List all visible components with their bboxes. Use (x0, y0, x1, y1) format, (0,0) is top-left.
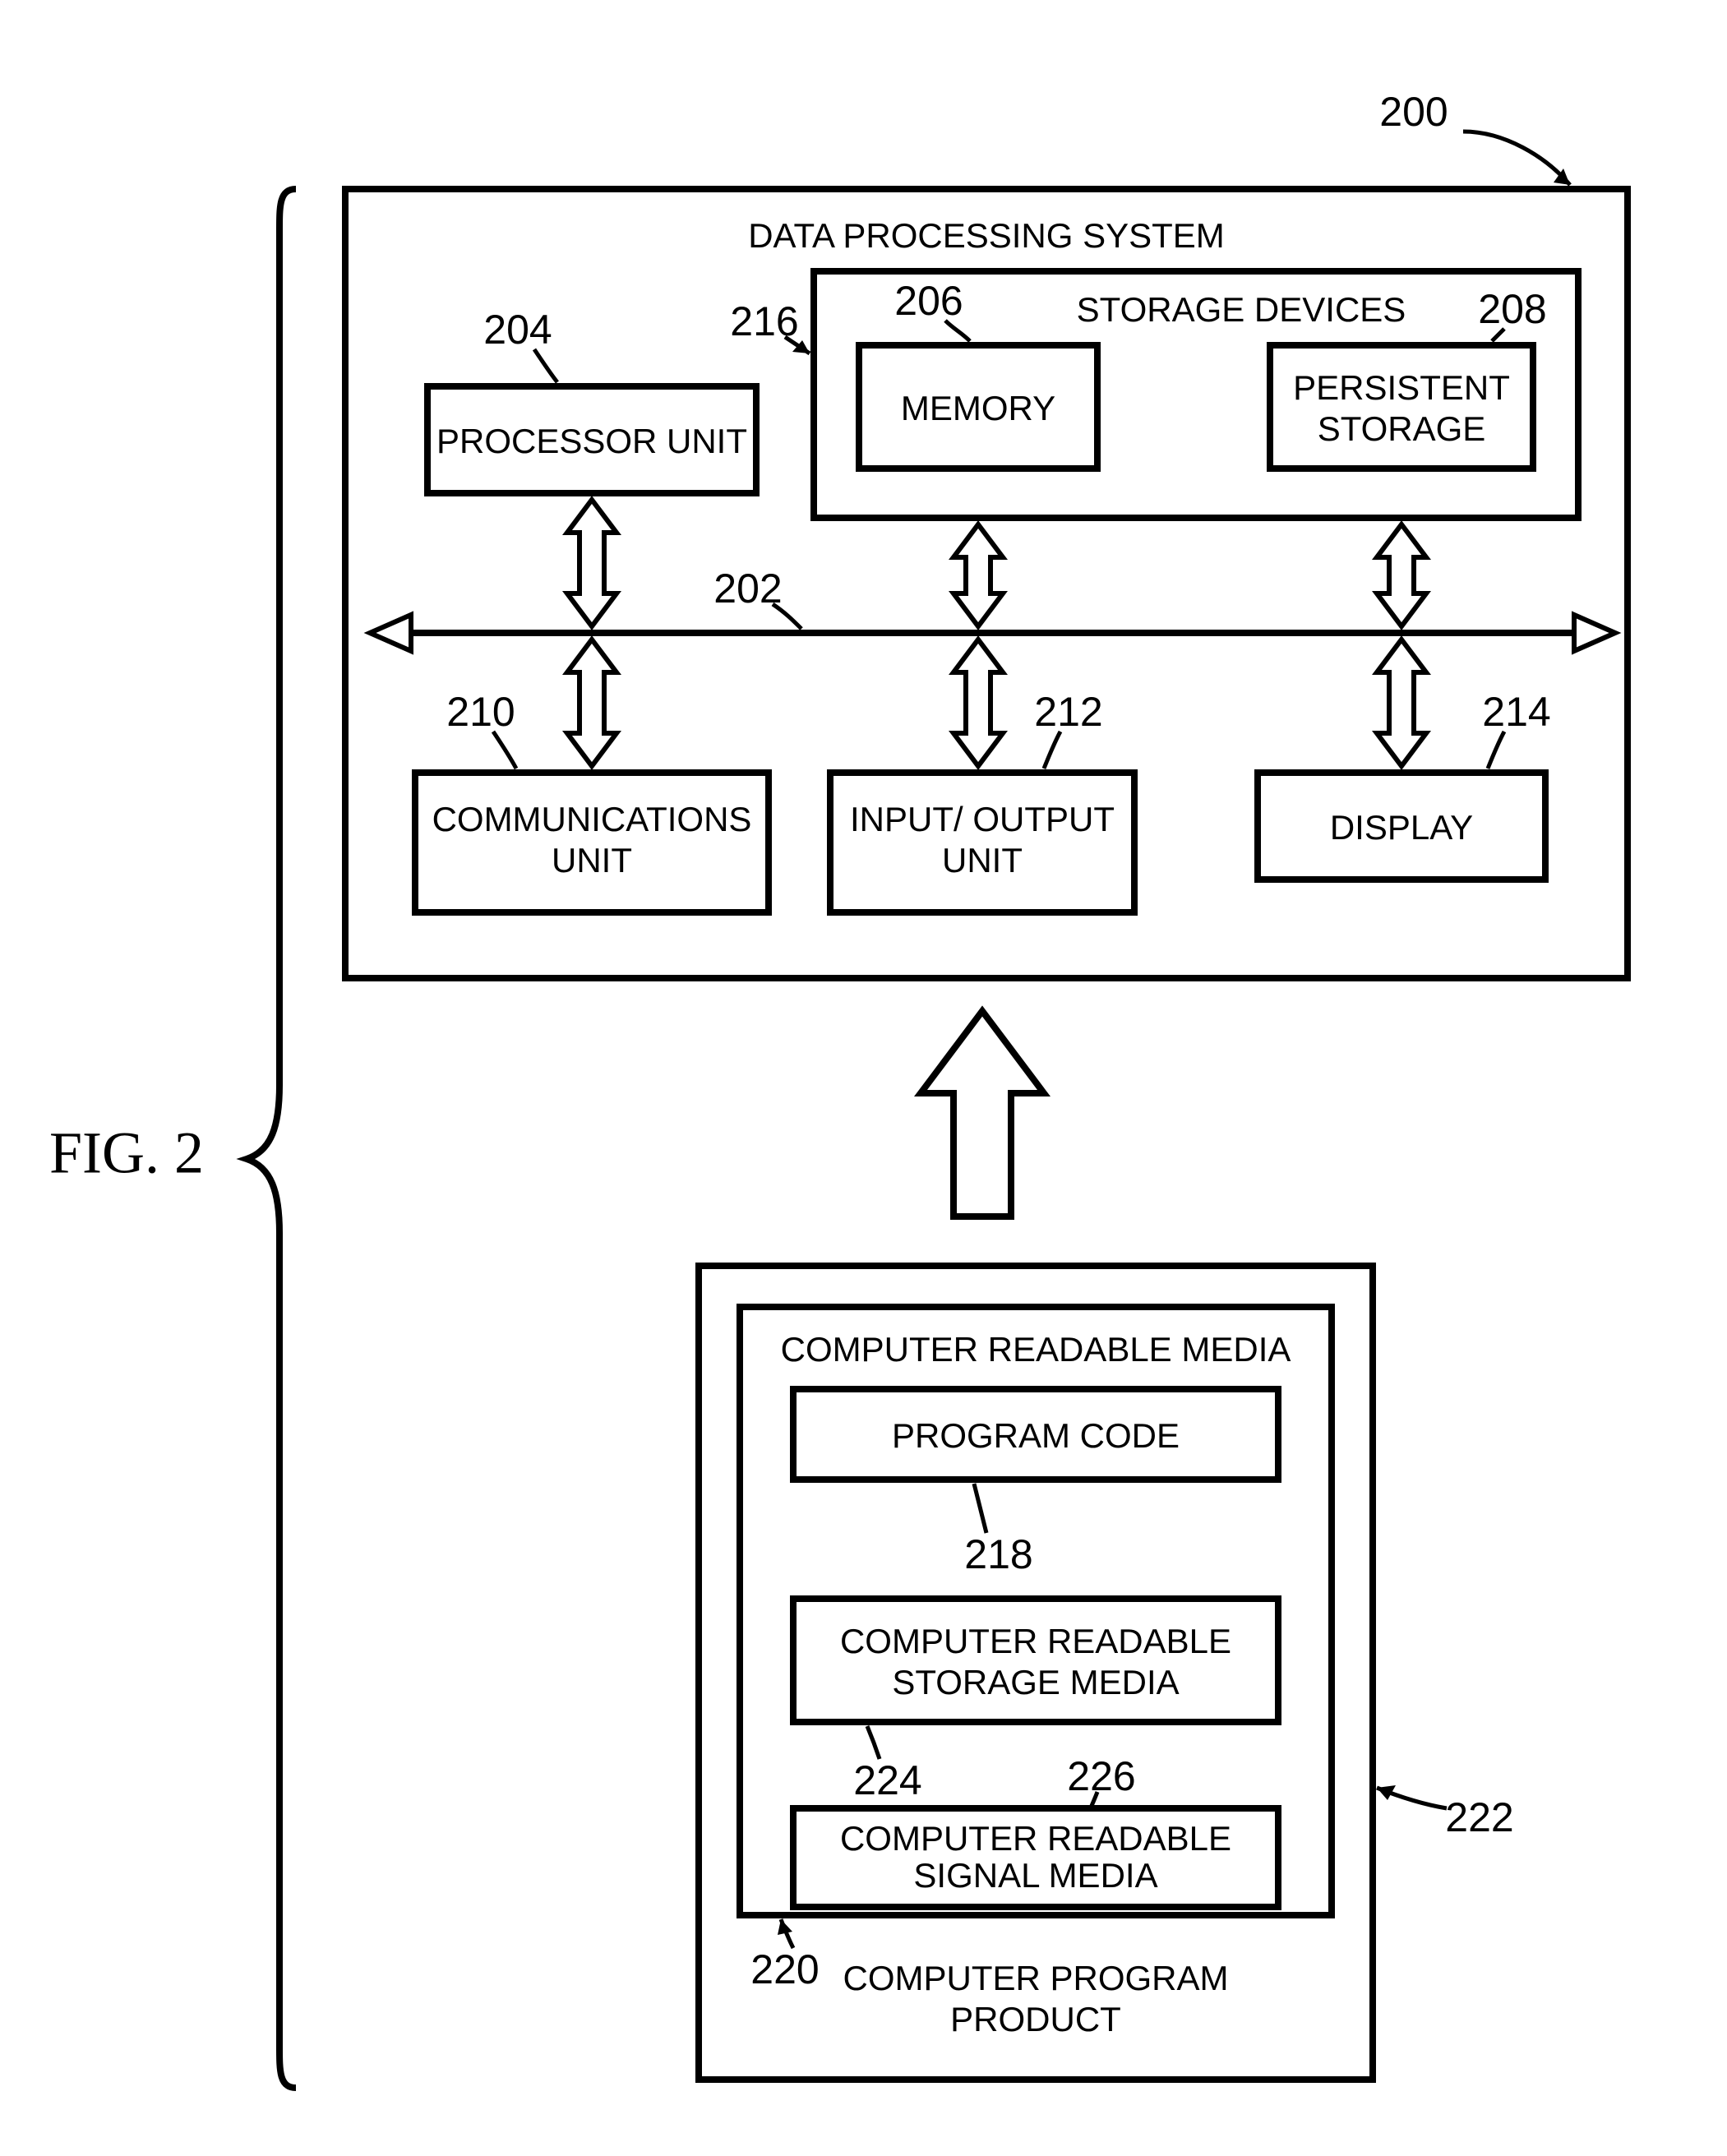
cpp-title-2: PRODUCT (950, 2000, 1121, 2038)
ref-204: 204 (483, 307, 552, 353)
crm-title: COMPUTER READABLE MEDIA (781, 1330, 1291, 1369)
ref-206: 206 (894, 278, 963, 324)
ref-220: 220 (750, 1946, 819, 1992)
ref-202: 202 (713, 566, 782, 612)
ref-218: 218 (964, 1531, 1032, 1577)
data-processing-system: DATA PROCESSING SYSTEM 200 STORAGE DEVIC… (345, 89, 1628, 978)
figure-label: FIG. 2 (49, 1120, 204, 1186)
comms-label-2: UNIT (552, 841, 632, 879)
storage-media-label-1: COMPUTER READABLE (840, 1622, 1231, 1660)
storage-devices-title: STORAGE DEVICES (1077, 290, 1406, 329)
io-label-1: INPUT/ OUTPUT (850, 800, 1115, 838)
computer-program-product: COMPUTER PROGRAM PRODUCT 222 COMPUTER RE… (699, 1266, 1514, 2080)
ref-224: 224 (853, 1757, 921, 1803)
processor-label: PROCESSOR UNIT (436, 422, 747, 460)
program-code-label: PROGRAM CODE (892, 1416, 1180, 1455)
ref-200: 200 (1379, 89, 1448, 135)
display-label: DISPLAY (1330, 808, 1473, 847)
io-label-2: UNIT (942, 841, 1023, 879)
ref-208: 208 (1478, 286, 1546, 332)
signal-media-label-1: COMPUTER READABLE (840, 1819, 1231, 1858)
ref-210: 210 (446, 689, 515, 735)
comms-label-1: COMMUNICATIONS (432, 800, 752, 838)
dps-title: DATA PROCESSING SYSTEM (748, 216, 1225, 255)
ref-212: 212 (1034, 689, 1102, 735)
cpp-title-1: COMPUTER PROGRAM (843, 1959, 1228, 1997)
arrow-cpp-to-dps (921, 1011, 1044, 1217)
ref-214: 214 (1482, 689, 1550, 735)
figure-brace (247, 189, 296, 2088)
memory-label: MEMORY (901, 389, 1055, 427)
storage-media-label-2: STORAGE MEDIA (892, 1663, 1179, 1701)
computer-readable-media: COMPUTER READABLE MEDIA 220 PROGRAM CODE… (740, 1307, 1332, 1992)
ref-222: 222 (1445, 1794, 1513, 1840)
figure-2-diagram: FIG. 2 DATA PROCESSING SYSTEM 200 STORAG… (0, 0, 1727, 2156)
persistent-label-2: STORAGE (1318, 409, 1486, 448)
storage-devices: STORAGE DEVICES 216 MEMORY 206 PERSISTEN… (730, 271, 1578, 518)
ref-226: 226 (1067, 1753, 1135, 1799)
persistent-label-1: PERSISTENT (1293, 368, 1510, 407)
signal-media-label-2: SIGNAL MEDIA (913, 1856, 1157, 1895)
